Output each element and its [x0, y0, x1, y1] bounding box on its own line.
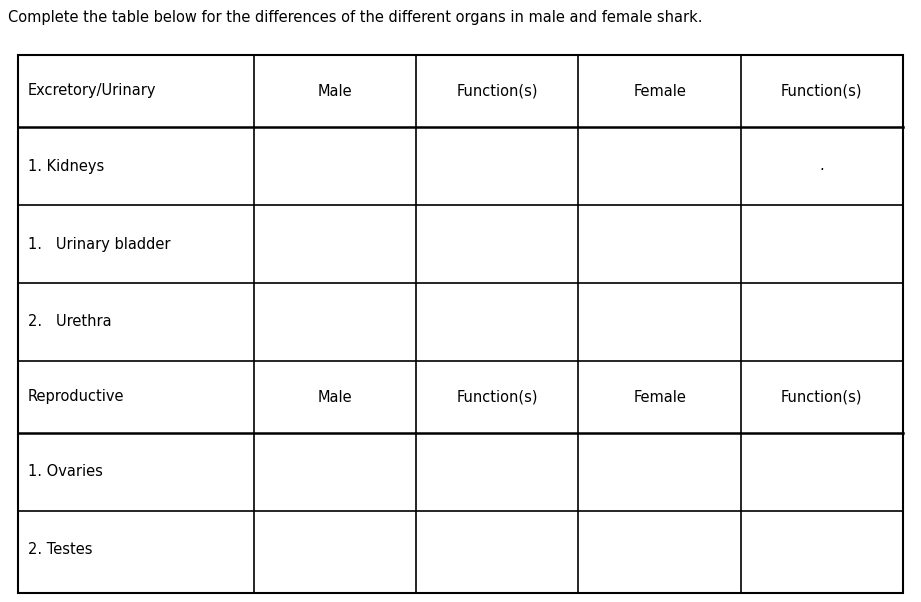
Text: Complete the table below for the differences of the different organs in male and: Complete the table below for the differe… — [8, 10, 703, 25]
Text: 2.   Urethra: 2. Urethra — [28, 314, 111, 329]
Text: Male: Male — [318, 84, 353, 99]
Bar — [18, 55, 903, 593]
Text: Function(s): Function(s) — [781, 389, 863, 405]
Text: Female: Female — [633, 389, 686, 405]
Text: 1. Ovaries: 1. Ovaries — [28, 465, 103, 480]
Text: 1. Kidneys: 1. Kidneys — [28, 158, 104, 173]
Text: Function(s): Function(s) — [457, 389, 538, 405]
Text: Excretory/Urinary: Excretory/Urinary — [28, 84, 157, 99]
Text: Female: Female — [633, 84, 686, 99]
Text: Male: Male — [318, 389, 353, 405]
Text: Reproductive: Reproductive — [28, 389, 124, 405]
Text: 2. Testes: 2. Testes — [28, 542, 92, 557]
Text: Function(s): Function(s) — [781, 84, 863, 99]
Text: 1.   Urinary bladder: 1. Urinary bladder — [28, 237, 170, 252]
Text: Function(s): Function(s) — [457, 84, 538, 99]
Text: .: . — [820, 158, 824, 173]
